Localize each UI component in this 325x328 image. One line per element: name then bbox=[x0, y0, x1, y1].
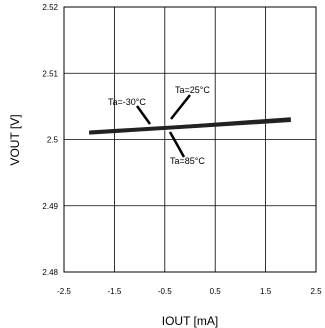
plot-frame bbox=[63, 6, 317, 273]
y-tick-label: 2.49 bbox=[42, 202, 58, 211]
annotation-ta-25: Ta=25°C bbox=[175, 85, 210, 95]
leader-ta-25 bbox=[170, 94, 191, 120]
annotation-ta-minus-30: Ta=-30°C bbox=[108, 97, 146, 107]
grid bbox=[64, 7, 316, 272]
y-axis-title: VOUT [V] bbox=[8, 114, 22, 165]
leader-ta-85 bbox=[168, 131, 186, 158]
y-tick-label: 2.51 bbox=[42, 69, 58, 78]
y-tick-label: 2.48 bbox=[42, 268, 58, 277]
x-tick-label: 1.5 bbox=[260, 287, 272, 296]
leader-ta-minus-30 bbox=[135, 105, 152, 125]
y-tick-label: 2.52 bbox=[42, 3, 58, 12]
series-lines bbox=[89, 117, 291, 135]
y-tick-labels: 2.48 2.49 2.5 2.51 2.52 bbox=[42, 3, 58, 277]
annotations: Ta=-30°C Ta=25°C Ta=85°C bbox=[108, 85, 210, 166]
series-line-2 bbox=[89, 119, 291, 135]
x-tick-label: -1.5 bbox=[108, 287, 122, 296]
x-tick-labels: -2.5 -1.5 -0.5 0.5 1.5 2.5 bbox=[57, 287, 322, 296]
x-tick-label: 0.5 bbox=[210, 287, 222, 296]
x-axis-title: IOUT [mA] bbox=[162, 314, 218, 328]
x-tick-label: -2.5 bbox=[57, 287, 71, 296]
y-tick-label: 2.5 bbox=[47, 136, 59, 145]
annotation-ta-85: Ta=85°C bbox=[170, 156, 205, 166]
x-tick-label: 2.5 bbox=[310, 287, 322, 296]
x-tick-label: -0.5 bbox=[158, 287, 172, 296]
